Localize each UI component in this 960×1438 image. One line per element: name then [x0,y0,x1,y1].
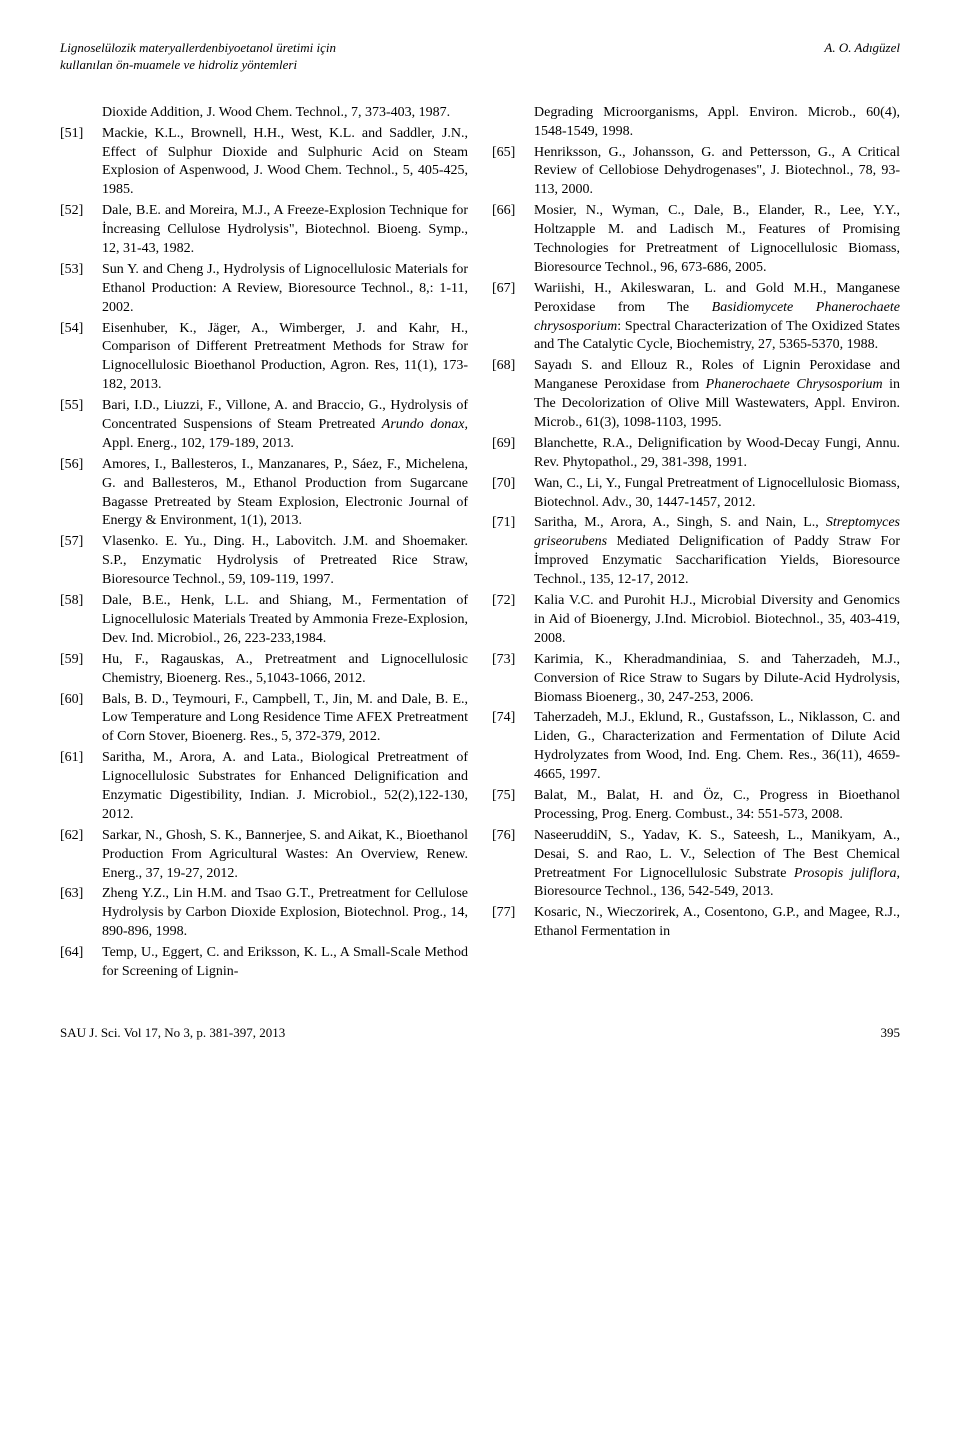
reference-text: Bari, I.D., Liuzzi, F., Villone, A. and … [102,397,468,454]
reference-text: Dale, B.E., Henk, L.L. and Shiang, M., F… [102,592,468,649]
header-title-line1: Lignoselülozik materyallerdenbiyoetanol … [60,40,336,57]
reference-number: [66] [492,202,534,278]
reference-item: [53]Sun Y. and Cheng J., Hydrolysis of L… [60,261,468,318]
references-columns: Dioxide Addition, J. Wood Chem. Technol.… [60,104,900,984]
references-right-column: Degrading Microorganisms, Appl. Environ.… [492,104,900,984]
reference-number: [72] [492,592,534,649]
reference-text: Hu, F., Ragauskas, A., Pretreatment and … [102,651,468,689]
reference-text: Saritha, M., Arora, A., Singh, S. and Na… [534,514,900,590]
running-header: Lignoselülozik materyallerdenbiyoetanol … [60,40,900,74]
reference-number: [65] [492,144,534,201]
reference-item: [60]Bals, B. D., Teymouri, F., Campbell,… [60,691,468,748]
reference-text: Wariishi, H., Akileswaran, L. and Gold M… [534,280,900,356]
reference-number: [69] [492,435,534,473]
reference-text: NaseeruddiN, S., Yadav, K. S., Sateesh, … [534,827,900,903]
reference-text: Dale, B.E. and Moreira, M.J., A Freeze-E… [102,202,468,259]
reference-item: [63]Zheng Y.Z., Lin H.M. and Tsao G.T., … [60,885,468,942]
reference-number: [63] [60,885,102,942]
reference-item: [58]Dale, B.E., Henk, L.L. and Shiang, M… [60,592,468,649]
reference-text: Amores, I., Ballesteros, I., Manzanares,… [102,456,468,532]
reference-item: [70]Wan, C., Li, Y., Fungal Pretreatment… [492,475,900,513]
reference-number: [70] [492,475,534,513]
reference-item: [68]Sayadı S. and Ellouz R., Roles of Li… [492,357,900,433]
reference-item: [51]Mackie, K.L., Brownell, H.H., West, … [60,125,468,201]
reference-item: [73]Karimia, K., Kheradmandiniaa, S. and… [492,651,900,708]
reference-text: Sarkar, N., Ghosh, S. K., Bannerjee, S. … [102,827,468,884]
header-title-line2: kullanılan ön-muamele ve hidroliz yöntem… [60,57,336,74]
reference-item: [75]Balat, M., Balat, H. and Öz, C., Pro… [492,787,900,825]
reference-number [60,104,102,123]
reference-text: Kosaric, N., Wieczorirek, A., Cosentono,… [534,904,900,942]
reference-text: Blanchette, R.A., Delignification by Woo… [534,435,900,473]
reference-item: [77]Kosaric, N., Wieczorirek, A., Cosent… [492,904,900,942]
reference-number [492,104,534,142]
reference-item: [64]Temp, U., Eggert, C. and Eriksson, K… [60,944,468,982]
reference-item: [74]Taherzadeh, M.J., Eklund, R., Gustaf… [492,709,900,785]
reference-number: [55] [60,397,102,454]
reference-text: Degrading Microorganisms, Appl. Environ.… [534,104,900,142]
reference-number: [74] [492,709,534,785]
reference-number: [71] [492,514,534,590]
reference-number: [67] [492,280,534,356]
reference-number: [61] [60,749,102,825]
reference-item: [57]Vlasenko. E. Yu., Ding. H., Labovitc… [60,533,468,590]
references-left-column: Dioxide Addition, J. Wood Chem. Technol.… [60,104,468,984]
reference-text: Taherzadeh, M.J., Eklund, R., Gustafsson… [534,709,900,785]
reference-number: [68] [492,357,534,433]
reference-item: [72]Kalia V.C. and Purohit H.J., Microbi… [492,592,900,649]
reference-number: [51] [60,125,102,201]
reference-item: [66]Mosier, N., Wyman, C., Dale, B., Ela… [492,202,900,278]
reference-text: Kalia V.C. and Purohit H.J., Microbial D… [534,592,900,649]
header-left: Lignoselülozik materyallerdenbiyoetanol … [60,40,336,74]
reference-item: [52]Dale, B.E. and Moreira, M.J., A Free… [60,202,468,259]
reference-text: Henriksson, G., Johansson, G. and Petter… [534,144,900,201]
reference-number: [58] [60,592,102,649]
reference-number: [75] [492,787,534,825]
reference-text: Vlasenko. E. Yu., Ding. H., Labovitch. J… [102,533,468,590]
reference-item: [55]Bari, I.D., Liuzzi, F., Villone, A. … [60,397,468,454]
reference-text: Balat, M., Balat, H. and Öz, C., Progres… [534,787,900,825]
reference-number: [52] [60,202,102,259]
page-number: 395 [881,1024,901,1042]
reference-continuation: Dioxide Addition, J. Wood Chem. Technol.… [60,104,468,123]
reference-number: [64] [60,944,102,982]
reference-item: [54]Eisenhuber, K., Jäger, A., Wimberger… [60,320,468,396]
reference-number: [73] [492,651,534,708]
reference-item: [69]Blanchette, R.A., Delignification by… [492,435,900,473]
reference-text: Mosier, N., Wyman, C., Dale, B., Elander… [534,202,900,278]
reference-text: Karimia, K., Kheradmandiniaa, S. and Tah… [534,651,900,708]
reference-text: Mackie, K.L., Brownell, H.H., West, K.L.… [102,125,468,201]
reference-number: [60] [60,691,102,748]
reference-text: Eisenhuber, K., Jäger, A., Wimberger, J.… [102,320,468,396]
reference-item: [71]Saritha, M., Arora, A., Singh, S. an… [492,514,900,590]
footer-citation: SAU J. Sci. Vol 17, No 3, p. 381-397, 20… [60,1024,285,1042]
reference-item: [65]Henriksson, G., Johansson, G. and Pe… [492,144,900,201]
reference-item: [76]NaseeruddiN, S., Yadav, K. S., Satee… [492,827,900,903]
reference-text: Saritha, M., Arora, A. and Lata., Biolog… [102,749,468,825]
reference-item: [56]Amores, I., Ballesteros, I., Manzana… [60,456,468,532]
reference-item: [62]Sarkar, N., Ghosh, S. K., Bannerjee,… [60,827,468,884]
reference-text: Sayadı S. and Ellouz R., Roles of Lignin… [534,357,900,433]
reference-text: Bals, B. D., Teymouri, F., Campbell, T.,… [102,691,468,748]
reference-item: [59]Hu, F., Ragauskas, A., Pretreatment … [60,651,468,689]
reference-continuation: Degrading Microorganisms, Appl. Environ.… [492,104,900,142]
reference-item: [67]Wariishi, H., Akileswaran, L. and Go… [492,280,900,356]
page-footer: SAU J. Sci. Vol 17, No 3, p. 381-397, 20… [60,1024,900,1042]
reference-text: Dioxide Addition, J. Wood Chem. Technol.… [102,104,468,123]
reference-item: [61]Saritha, M., Arora, A. and Lata., Bi… [60,749,468,825]
reference-text: Temp, U., Eggert, C. and Eriksson, K. L.… [102,944,468,982]
reference-number: [54] [60,320,102,396]
header-author: A. O. Adıgüzel [824,40,900,74]
reference-number: [53] [60,261,102,318]
reference-number: [56] [60,456,102,532]
reference-number: [57] [60,533,102,590]
reference-text: Zheng Y.Z., Lin H.M. and Tsao G.T., Pret… [102,885,468,942]
reference-text: Sun Y. and Cheng J., Hydrolysis of Ligno… [102,261,468,318]
reference-number: [76] [492,827,534,903]
reference-text: Wan, C., Li, Y., Fungal Pretreatment of … [534,475,900,513]
reference-number: [77] [492,904,534,942]
reference-number: [59] [60,651,102,689]
reference-number: [62] [60,827,102,884]
